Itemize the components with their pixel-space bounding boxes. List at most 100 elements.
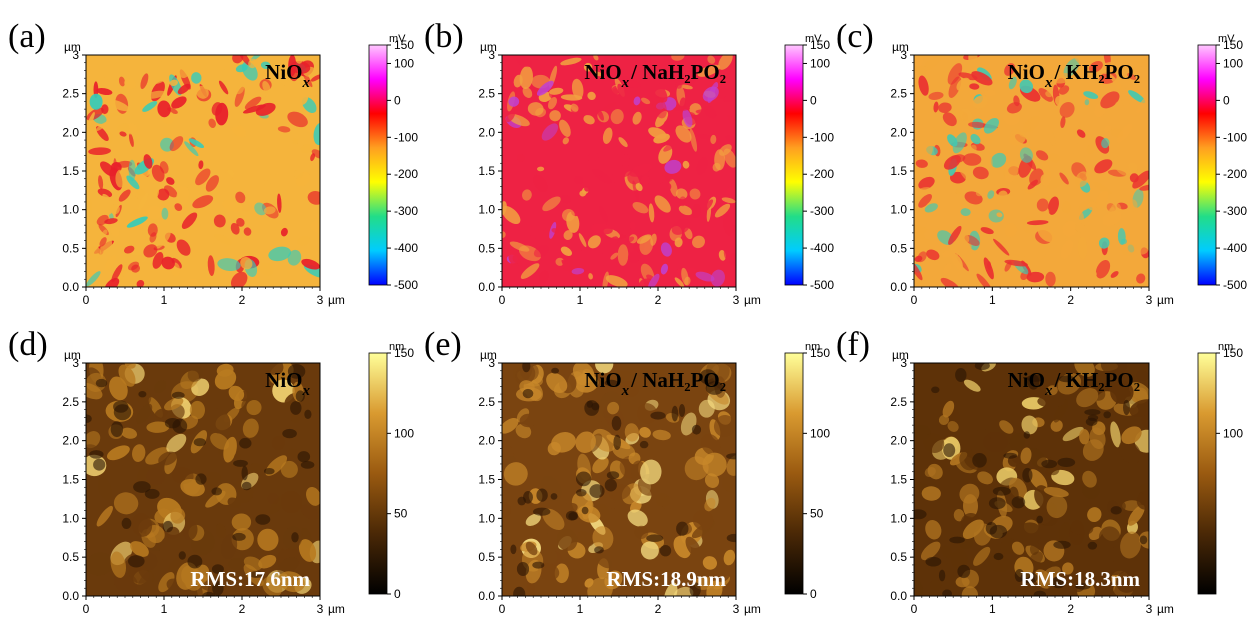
- colorbar-tick-label: -100: [810, 130, 834, 144]
- map-grain: [1120, 238, 1127, 245]
- map-grain: [215, 523, 226, 539]
- map-grain: [1030, 111, 1043, 134]
- map-valley: [164, 418, 181, 429]
- map-grain: [169, 79, 178, 86]
- map-grain: [229, 142, 245, 158]
- colorbar-tick-label: 0: [810, 93, 817, 107]
- map-grain: [311, 149, 320, 159]
- map-grain: [987, 553, 1011, 573]
- map-grain: [204, 472, 221, 488]
- colorbar-tick-label: -300: [394, 204, 418, 218]
- map-grain: [113, 56, 127, 67]
- map-grain: [1136, 273, 1146, 284]
- map-grain: [306, 486, 320, 506]
- map-grain: [222, 199, 243, 212]
- map-grain: [702, 199, 714, 213]
- map-grain: [89, 211, 112, 220]
- map-grain: [942, 400, 955, 418]
- map-grain: [963, 379, 981, 392]
- map-grain: [920, 541, 941, 561]
- map-grain: [718, 55, 733, 70]
- map-grain: [982, 376, 995, 393]
- map-grain: [1011, 541, 1025, 555]
- map-grain: [924, 203, 938, 213]
- map-grain: [136, 403, 153, 424]
- x-tick-label: 0: [911, 602, 918, 616]
- map-grain: [921, 486, 941, 501]
- map-grain: [295, 89, 309, 106]
- map-valley: [606, 471, 620, 480]
- y-tick-label: 3: [72, 356, 79, 370]
- map-grain: [1076, 129, 1086, 138]
- map-grain: [187, 366, 204, 382]
- map-grain: [119, 131, 127, 137]
- map-grain: [151, 164, 165, 182]
- map-grain: [502, 501, 512, 519]
- map-valley: [128, 555, 145, 568]
- map-grain: [136, 189, 146, 196]
- map-valley: [1041, 459, 1058, 469]
- map-grain: [263, 206, 276, 215]
- map-grain: [721, 197, 736, 204]
- map-grain: [109, 376, 128, 401]
- map-grain: [1104, 125, 1112, 133]
- y-tick-label: 2.5: [62, 87, 79, 101]
- colorbar-tick-label: 150: [394, 38, 414, 52]
- map-grain: [947, 63, 963, 85]
- map-grain: [1110, 421, 1121, 448]
- map-grain: [243, 227, 252, 236]
- map-grain: [983, 117, 999, 134]
- map-grain: [1024, 189, 1036, 194]
- map-grain: [562, 137, 570, 145]
- map-grain: [543, 549, 558, 565]
- map-grain: [617, 79, 642, 88]
- map-grain: [1087, 201, 1098, 211]
- map-valley: [1020, 572, 1038, 584]
- x-tick-label: 2: [655, 602, 662, 616]
- map-grain: [1015, 522, 1042, 546]
- map-grain: [188, 138, 205, 148]
- map-grain: [130, 541, 149, 557]
- map-grain: [609, 236, 619, 245]
- map-grain: [1079, 429, 1090, 445]
- map-grain: [1046, 495, 1068, 519]
- map-grain: [1040, 174, 1051, 186]
- map-grain: [136, 571, 153, 596]
- map-grain: [189, 400, 206, 420]
- sample-label-sub: x: [302, 383, 311, 399]
- map-valley: [993, 552, 1004, 561]
- map-grain: [521, 189, 532, 201]
- map-image: [502, 55, 736, 287]
- map-grain: [1100, 363, 1128, 376]
- y-tick-label: 2.5: [478, 87, 495, 101]
- map-grain: [640, 459, 662, 485]
- map-grain: [575, 431, 596, 453]
- colorbar-tick-label: 100: [810, 56, 830, 70]
- map-grain: [176, 186, 189, 206]
- map-grain: [217, 258, 241, 272]
- y-tick-label: 1.5: [478, 473, 495, 487]
- x-tick-label: 1: [989, 602, 996, 616]
- map-grain: [127, 261, 140, 271]
- y-tick-label: 1.5: [890, 473, 907, 487]
- map-grain: [563, 230, 573, 241]
- map-grain: [999, 420, 1014, 434]
- map-grain: [124, 255, 145, 264]
- map-grain: [128, 133, 134, 148]
- map-grain: [176, 562, 198, 590]
- panel-letter: (a): [8, 18, 46, 55]
- map-image: [86, 363, 320, 596]
- map-grain: [648, 127, 667, 139]
- map-grain: [1110, 128, 1124, 138]
- map-grain: [684, 456, 709, 481]
- map-grain: [635, 183, 643, 192]
- map-grain: [632, 111, 642, 125]
- map-grain: [205, 490, 226, 508]
- map-grain: [702, 452, 727, 477]
- map-grain: [593, 55, 599, 61]
- colorbar-tick-label: -500: [810, 278, 834, 292]
- map-grain: [602, 102, 617, 111]
- map-grain: [554, 563, 569, 584]
- map-valley: [133, 481, 151, 493]
- map-grain: [640, 175, 650, 186]
